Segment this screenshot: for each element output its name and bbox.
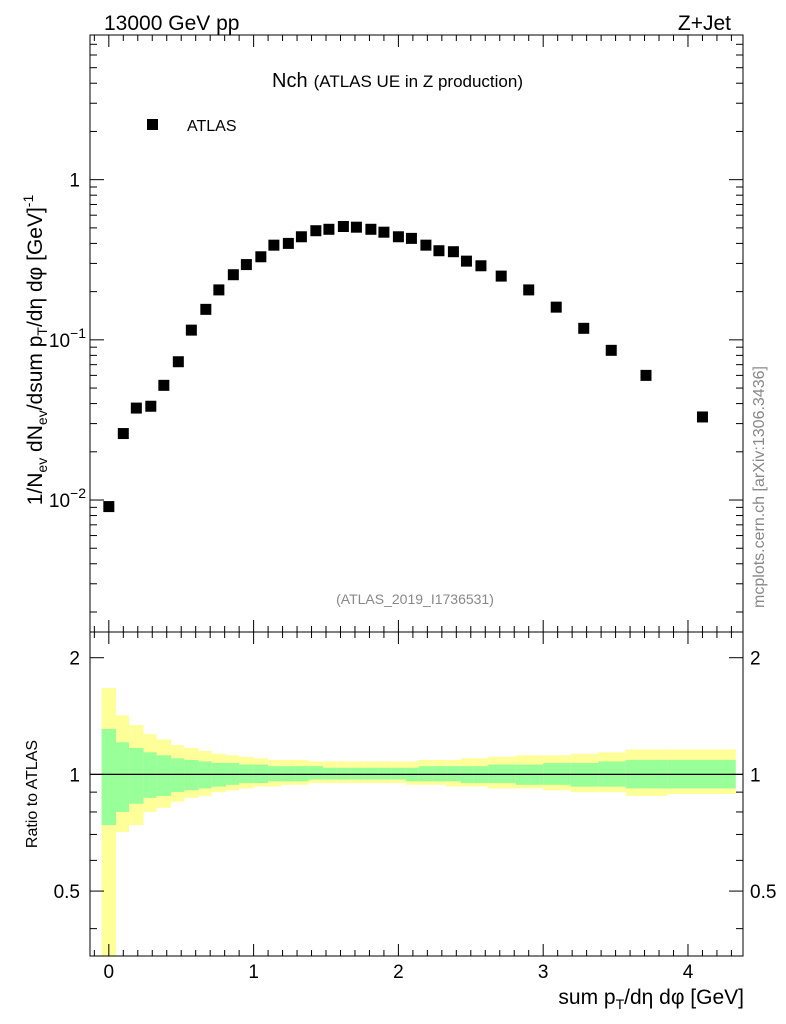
legend-marker (147, 119, 158, 130)
data-point (605, 344, 617, 356)
data-point (696, 411, 708, 423)
data-point (420, 239, 432, 251)
uncertainty-band-inner (378, 767, 392, 780)
uncertainty-band-inner (323, 767, 337, 780)
data-point (295, 231, 307, 243)
data-point (268, 239, 280, 251)
uncertainty-band-inner (350, 767, 364, 780)
ratio-y-tick-label-right: 2 (750, 649, 761, 670)
ratio-y-tick-label-right: 0.5 (750, 882, 776, 903)
x-tick-label: 0 (104, 962, 115, 983)
uncertainty-band-inner (171, 758, 185, 793)
ratio-y-tick-label-left: 2 (69, 649, 80, 670)
uncertainty-band-inner (418, 766, 434, 782)
data-point (523, 284, 535, 296)
data-point (213, 284, 225, 296)
uncertainty-band-inner (295, 766, 309, 782)
data-point (460, 255, 472, 267)
data-point (172, 356, 184, 368)
data-point (337, 221, 349, 233)
uncertainty-band-inner (101, 728, 117, 826)
data-point (323, 223, 335, 235)
uncertainty-band-inner (363, 767, 379, 780)
x-tick-label: 1 (248, 962, 259, 983)
data-point (392, 231, 404, 243)
data-point (405, 232, 417, 244)
data-point (227, 269, 239, 281)
data-point (495, 270, 507, 282)
ratio-y-tick-label-right: 1 (750, 765, 761, 786)
uncertainty-band-inner (143, 752, 157, 798)
ratio-y-tick-label-left: 1 (69, 765, 80, 786)
data-point (578, 322, 590, 334)
data-point (378, 226, 390, 238)
data-point (255, 251, 267, 263)
data-point (117, 428, 129, 440)
x-tick-label: 2 (393, 962, 404, 983)
data-point (447, 246, 459, 258)
uncertainty-band-inner (336, 767, 351, 780)
uncertainty-band-inner (446, 766, 461, 782)
data-point (640, 369, 652, 381)
plot-title-sub: (ATLAS UE in Z production) (314, 72, 523, 91)
uncertainty-band-inner (433, 766, 447, 782)
y-tick-label: 10−1 (49, 325, 86, 352)
data-point (185, 324, 197, 336)
header-right: Z+Jet (678, 12, 731, 35)
legend-label: ATLAS (187, 118, 237, 135)
ratio-y-tick-label-left: 0.5 (54, 882, 80, 903)
y-axis-label-ratio: Ratio to ATLAS (24, 740, 41, 848)
uncertainty-band-inner (116, 742, 130, 812)
x-tick-label: 4 (683, 962, 694, 983)
data-point (240, 259, 252, 271)
data-point (200, 303, 212, 315)
uncertainty-band-inner (308, 766, 324, 780)
analysis-id: (ATLAS_2019_I1736531) (336, 591, 494, 607)
main-plot-panel: 10−2 10−1 1 (49, 34, 743, 632)
y-tick-label: 10−2 (49, 485, 86, 512)
plot-title: Nch (ATLAS UE in Z production) (272, 70, 523, 92)
uncertainty-band-inner (268, 766, 282, 782)
data-point (158, 379, 170, 391)
data-point (433, 245, 445, 257)
ratio-plot-frame (89, 631, 744, 957)
data-point (103, 501, 115, 513)
uncertainty-band-inner (281, 766, 296, 782)
data-point (310, 225, 322, 237)
plot-title-main: Nch (272, 70, 308, 92)
uncertainty-band-inner (129, 747, 144, 804)
uncertainty-band-inner (391, 767, 406, 780)
data-point (145, 400, 157, 412)
data-point (130, 402, 142, 414)
header-left: 13000 GeV pp (104, 12, 239, 35)
data-point (365, 223, 377, 235)
data-point (350, 221, 362, 233)
watermark: mcplots.cern.ch [arXiv:1306.3436] (751, 366, 768, 608)
x-axis-label: sum pT/dη dφ [GeV] (558, 986, 744, 1012)
uncertainty-band-inner (184, 759, 199, 791)
data-point (475, 260, 487, 272)
uncertainty-band-inner (156, 755, 172, 796)
data-point (282, 237, 294, 249)
data-point (550, 301, 562, 313)
ratio-plot-panel: 0.5 0.5 1 1 2 2 0 1 2 3 4 (54, 632, 776, 983)
y-axis-label-main: 1/Nev dNev/dsum pT/dη dφ [GeV]-1 (20, 195, 50, 506)
x-tick-label: 3 (538, 962, 549, 983)
y-tick-label: 1 (69, 171, 80, 192)
